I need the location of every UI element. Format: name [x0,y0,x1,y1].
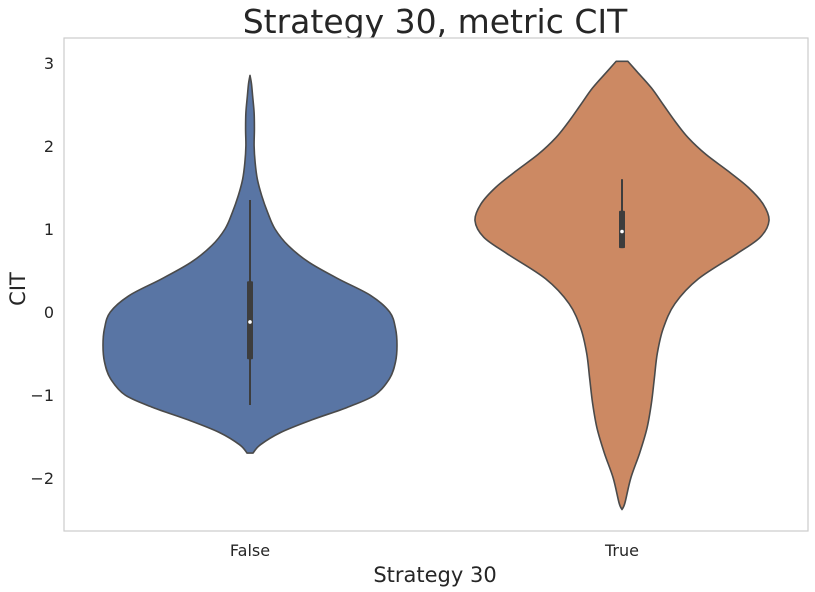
violin-true [474,60,770,511]
x-tick-label: True [604,541,639,560]
y-tick-label: −1 [30,386,54,405]
y-tick-label: 2 [44,137,54,156]
violins-layer [102,60,770,511]
y-tick-label: 1 [44,220,54,239]
y-tick-labels: 3 2 1 0 −1 −2 [30,54,54,488]
x-axis-label: Strategy 30 [373,563,496,587]
iqr-box-true [619,210,625,249]
x-tick-labels: False True [230,541,639,560]
median-dot-true [620,229,624,234]
y-axis-label: CIT [6,272,30,306]
y-tick-label: 0 [44,303,54,322]
y-tick-label: 3 [44,54,54,73]
median-dot-false [248,320,252,324]
chart-title: Strategy 30, metric CIT [243,2,628,41]
y-tick-label: −2 [30,469,54,488]
x-tick-label: False [230,541,270,560]
